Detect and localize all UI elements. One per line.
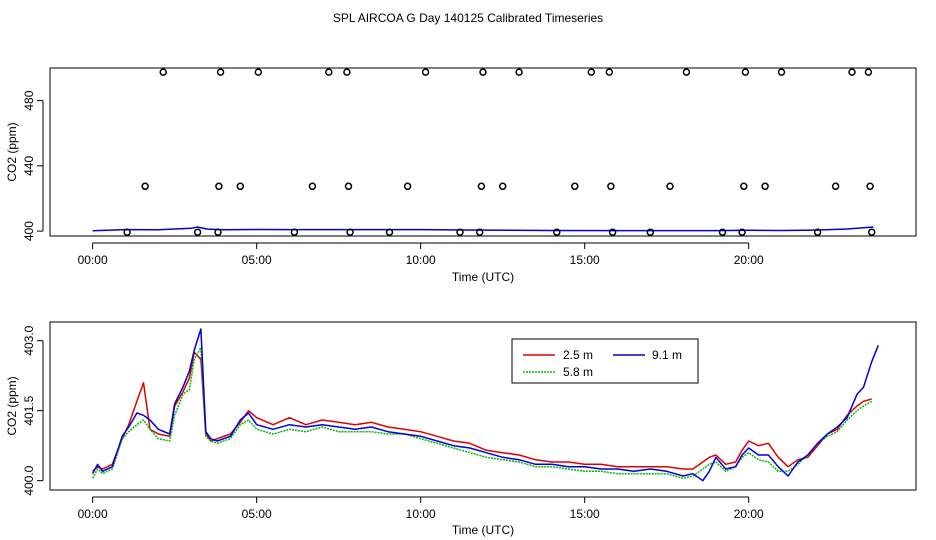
top-x-tick-label: 00:00 — [78, 253, 108, 267]
scatter-point — [607, 182, 615, 191]
scatter-point — [236, 182, 245, 191]
scatter-point — [741, 68, 750, 76]
scatter-point — [682, 68, 691, 76]
scatter-point — [646, 228, 655, 236]
legend: 2.5 m 9.1 m 5.8 m — [511, 338, 699, 384]
scatter-point — [159, 68, 167, 76]
scatter-point — [515, 68, 523, 76]
scatter-point — [866, 182, 874, 191]
scatter-point — [738, 228, 746, 236]
top-scatter-points — [123, 68, 876, 236]
bottom-y-tick-label: 403.0 — [22, 325, 36, 355]
series-line-2-5m — [92, 351, 872, 472]
bottom-y-tick-label: 401.5 — [22, 395, 36, 425]
scatter-point — [123, 228, 131, 236]
top-x-tick-label: 05:00 — [242, 253, 272, 267]
scatter-point — [421, 68, 430, 76]
top-baseline-line — [92, 226, 874, 232]
scatter-point — [385, 228, 394, 236]
legend-label-9-1m: 9.1 m — [652, 348, 682, 362]
scatter-point — [308, 182, 317, 191]
legend-label-2-5m: 2.5 m — [563, 348, 593, 362]
scatter-point — [666, 182, 674, 191]
legend-label-5-8m: 5.8 m — [563, 365, 593, 379]
scatter-point — [848, 68, 856, 76]
scatter-point — [761, 182, 769, 191]
top-y-axis-label: CO2 (ppm) — [5, 122, 19, 181]
top-x-tick-label: 20:00 — [734, 253, 764, 267]
scatter-point — [325, 68, 333, 76]
series-line-9-1m — [91, 328, 879, 482]
scatter-point — [571, 182, 579, 191]
scatter-point — [215, 182, 223, 191]
top-x-tick-label: 10:00 — [406, 253, 436, 267]
scatter-point — [777, 68, 786, 76]
top-panel-scatter: 00:00 05:00 10:00 15:00 20:00 400 440 480 Time… — [5, 67, 917, 284]
bottom-series-lines — [91, 328, 879, 482]
scatter-point — [346, 228, 354, 236]
legend-box — [511, 338, 699, 384]
bottom-x-axis-label: Time (UTC) — [452, 523, 514, 537]
bottom-y-tick-label: 400.0 — [22, 465, 36, 495]
bottom-y-axis: 400.0 401.5 403.0 — [22, 325, 44, 496]
top-y-tick-label: 480 — [22, 90, 36, 110]
scatter-point — [608, 228, 617, 236]
scatter-point — [475, 228, 484, 236]
bottom-y-axis-label: CO2 (ppm) — [5, 376, 19, 435]
scatter-point — [498, 182, 507, 191]
scatter-point — [290, 228, 299, 236]
scatter-point — [456, 228, 464, 236]
scatter-point — [740, 182, 748, 191]
scatter-point — [214, 228, 222, 236]
scatter-point — [605, 68, 614, 76]
scatter-point — [718, 228, 727, 236]
bottom-x-tick-label: 15:00 — [570, 507, 600, 521]
top-y-tick-label: 440 — [22, 156, 36, 176]
scatter-point — [477, 182, 486, 191]
scatter-point — [831, 182, 840, 191]
bottom-panel-lines: 00:00 05:00 10:00 15:00 20:00 400.0 401.5 403.… — [5, 321, 917, 537]
bottom-x-axis: 00:00 05:00 10:00 15:00 20:00 — [78, 496, 764, 521]
top-y-axis: 400 440 480 — [22, 90, 44, 241]
scatter-point — [343, 68, 351, 76]
bottom-x-tick-label: 05:00 — [242, 507, 272, 521]
bottom-x-tick-label: 00:00 — [78, 507, 108, 521]
scatter-point — [344, 182, 353, 191]
top-y-tick-label: 400 — [22, 221, 36, 241]
scatter-point — [867, 228, 876, 236]
top-x-tick-label: 15:00 — [570, 253, 600, 267]
top-baseline-series — [92, 226, 874, 232]
scatter-point — [813, 228, 822, 236]
scatter-point — [403, 182, 412, 191]
scatter-point — [479, 68, 487, 76]
bottom-x-tick-label: 10:00 — [406, 507, 436, 521]
bottom-plot-frame — [49, 321, 917, 491]
scatter-point — [141, 182, 149, 191]
scatter-point — [254, 68, 263, 76]
top-plot-frame — [49, 67, 917, 237]
scatter-point — [587, 68, 596, 76]
series-line-5-8m — [91, 346, 873, 480]
scatter-point — [864, 68, 873, 76]
scatter-point — [553, 228, 561, 236]
bottom-x-tick-label: 20:00 — [734, 507, 764, 521]
top-x-axis-label: Time (UTC) — [452, 270, 514, 284]
scatter-point — [216, 68, 225, 76]
scatter-point — [193, 228, 202, 236]
top-x-axis: 00:00 05:00 10:00 15:00 20:00 — [78, 242, 764, 267]
figure-title: SPL AIRCOA G Day 140125 Calibrated Times… — [333, 11, 603, 25]
